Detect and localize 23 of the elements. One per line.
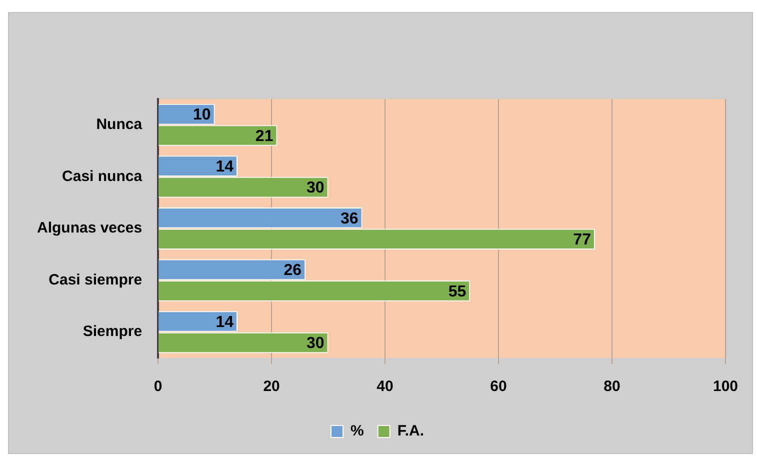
data-label: 10 [193, 106, 211, 124]
y-tick-label: Algunas veces [36, 220, 142, 237]
data-label: 30 [306, 335, 324, 352]
x-tick-label: 60 [490, 378, 507, 396]
data-label: 55 [448, 283, 466, 300]
x-tick-label: 0 [154, 378, 162, 396]
x-tick-label: 20 [263, 378, 280, 396]
x-tick-label: 80 [604, 378, 620, 396]
data-label: 36 [340, 210, 358, 228]
y-tick-label: Casi nunca [62, 168, 143, 185]
legend-label: % [350, 422, 364, 440]
data-label: 14 [216, 158, 234, 176]
data-label: 30 [306, 180, 324, 197]
y-tick-label: Siempre [82, 323, 142, 340]
data-label: 77 [573, 232, 592, 249]
x-tick-label: 40 [376, 378, 394, 396]
x-tick-label: 100 [712, 378, 738, 396]
y-tick-label: Casi siempre [48, 271, 142, 288]
legend-label: F.A. [397, 422, 424, 440]
data-label: 26 [284, 262, 302, 280]
data-label: 21 [255, 128, 274, 145]
y-tick-label: Nunca [96, 116, 143, 134]
data-label: 14 [216, 314, 234, 331]
